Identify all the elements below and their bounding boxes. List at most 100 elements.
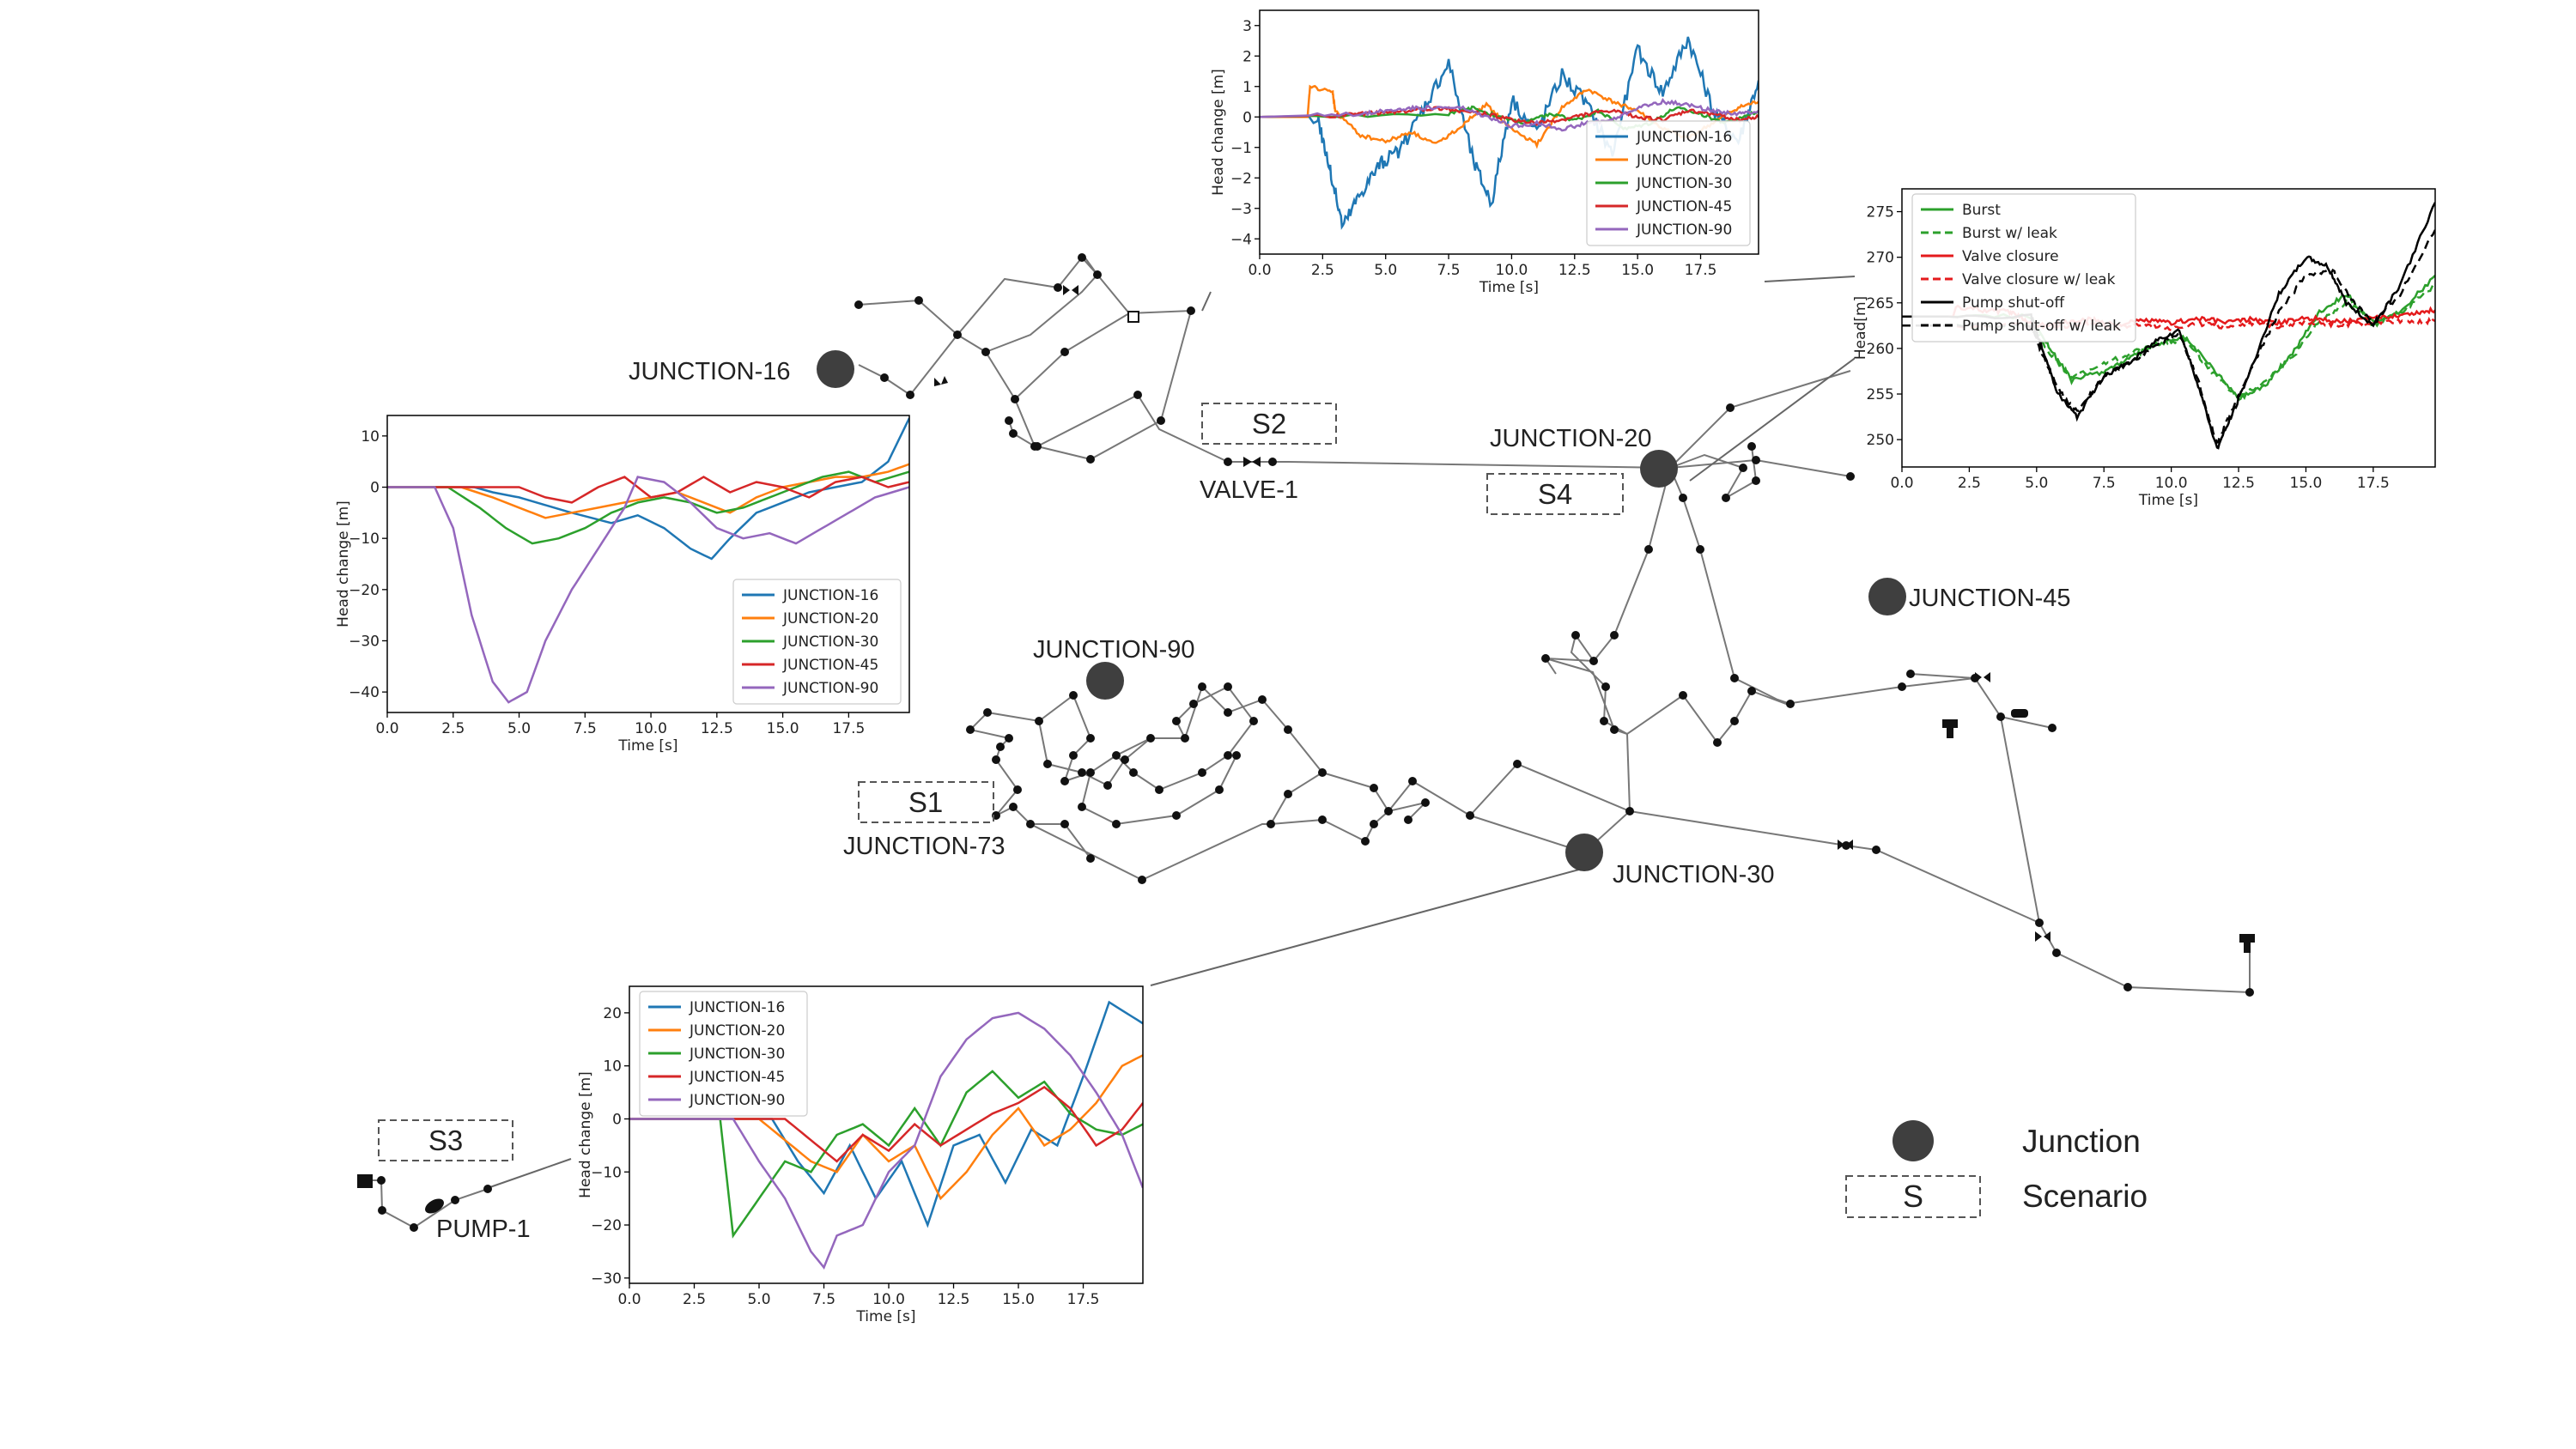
y-axis-label: Head[m] (1852, 296, 1869, 360)
y-tick-label: −20 (591, 1217, 622, 1234)
x-tick-label: 15.0 (1002, 1291, 1035, 1308)
label-junction-16: JUNCTION-16 (629, 358, 791, 385)
network-node (1679, 494, 1687, 502)
network-node (1011, 395, 1019, 403)
network-node (1268, 458, 1277, 466)
series-line (1260, 98, 1759, 132)
network-node (1224, 751, 1232, 760)
network-node (1086, 768, 1095, 777)
pipe (1669, 467, 1791, 705)
x-tick-label: 5.0 (747, 1291, 770, 1308)
network-node (1747, 687, 1756, 695)
y-tick-label: −40 (349, 684, 380, 701)
network-node (1078, 768, 1086, 777)
legend-entry: Valve closure w/ leak (1962, 271, 2116, 288)
x-tick-label: 17.5 (2357, 475, 2390, 492)
legend-entry: Burst (1962, 202, 2001, 219)
network-node (1610, 725, 1619, 734)
network-node (1361, 837, 1370, 846)
network-node (1043, 760, 1052, 768)
network-node (1318, 768, 1327, 777)
legend-frame (1586, 120, 1751, 246)
legend-entry: JUNCTION-20 (782, 610, 878, 627)
network-node (377, 1176, 386, 1185)
network-node (2035, 919, 2044, 927)
network-node (1121, 755, 1129, 764)
legend-entry: JUNCTION-20 (689, 1022, 785, 1040)
x-tick-label: 10.0 (2155, 475, 2188, 492)
network-node (1752, 476, 1760, 485)
chart-legend: JUNCTION-16 JUNCTION-20 JUNCTION-30 JUNCTIO… (732, 579, 902, 705)
network-node (1155, 785, 1163, 794)
valve-1-icon (1243, 457, 1261, 467)
y-tick-label: 270 (1867, 250, 1894, 267)
x-axis-label: Time [s] (855, 1308, 915, 1325)
legend-frame (1911, 193, 2136, 343)
network-node (914, 296, 923, 305)
x-tick-label: 17.5 (1685, 262, 1717, 279)
network-node (981, 348, 990, 356)
network-node (1571, 631, 1580, 640)
y-tick-label: 275 (1867, 204, 1894, 221)
series-line (629, 1070, 1143, 1239)
legend-entry: JUNCTION-90 (689, 1092, 785, 1109)
network-node (1601, 682, 1610, 691)
network-nodes (377, 253, 2254, 1232)
network-node (1013, 785, 1022, 794)
chart-legend: Burst Burst w/ leak Valve closure Valve clo… (1911, 193, 2136, 343)
series-line (1902, 229, 2435, 444)
series-line (629, 1011, 1143, 1270)
network-node (1224, 708, 1232, 717)
x-tick-label: 0.0 (375, 720, 398, 737)
scenario-s3-label: S3 (428, 1125, 463, 1156)
network-node (1138, 876, 1146, 884)
network-node (1541, 654, 1550, 663)
chart-scenario-s4: 0.0 2.5 5.0 7.5 10.0 12.5 15.0 17.5 250 255 260 265… (1852, 185, 2439, 510)
tank-icon (2244, 943, 2251, 953)
network-node (1035, 717, 1043, 725)
legend-entry: JUNCTION-90 (782, 680, 878, 697)
legend-junction-label: Junction (2022, 1124, 2141, 1159)
network-node (1370, 820, 1378, 828)
legend-junction-icon (1893, 1120, 1934, 1161)
network-node (1466, 811, 1474, 820)
network-node (1009, 429, 1018, 438)
chart-series-group (387, 417, 909, 704)
x-tick-label: 17.5 (1067, 1291, 1100, 1308)
pipe (1570, 633, 2053, 744)
y-axis-label: Head change [m] (1210, 69, 1227, 196)
pipe (858, 299, 959, 397)
pipe (1669, 370, 1851, 469)
network-node (992, 755, 1000, 764)
network-node (2048, 724, 2057, 732)
network-node (1898, 682, 1906, 691)
y-tick-label: −2 (1230, 170, 1252, 187)
network-node (1078, 803, 1086, 811)
network-node (1005, 734, 1013, 743)
network-node (1054, 283, 1062, 292)
network-node (1232, 751, 1241, 760)
x-tick-label: 0.0 (1890, 475, 1913, 492)
x-tick-label: 15.0 (767, 720, 799, 737)
network-node (1846, 472, 1855, 481)
network-node (2245, 988, 2254, 997)
network-node (983, 708, 992, 717)
x-tick-label: 7.5 (1437, 262, 1461, 279)
network-node (1033, 442, 1042, 451)
x-tick-label: 7.5 (574, 720, 597, 737)
pipe (1038, 720, 1151, 787)
network-node (2052, 949, 2061, 957)
legend-scenario-box (1845, 1175, 1981, 1218)
plot-frame (629, 985, 1144, 1284)
network-node (1752, 456, 1760, 464)
x-tick-label: 7.5 (812, 1291, 835, 1308)
legend-entry: JUNCTION-45 (782, 657, 878, 674)
y-tick-label: 250 (1867, 432, 1894, 449)
network-node (1996, 712, 2005, 721)
junction-45-marker (1868, 578, 1906, 615)
network-node (1112, 820, 1121, 828)
legend-entry: JUNCTION-30 (782, 634, 878, 651)
tank-icon (2239, 934, 2255, 943)
network-node (1215, 785, 1224, 794)
pipe (1080, 755, 1237, 826)
